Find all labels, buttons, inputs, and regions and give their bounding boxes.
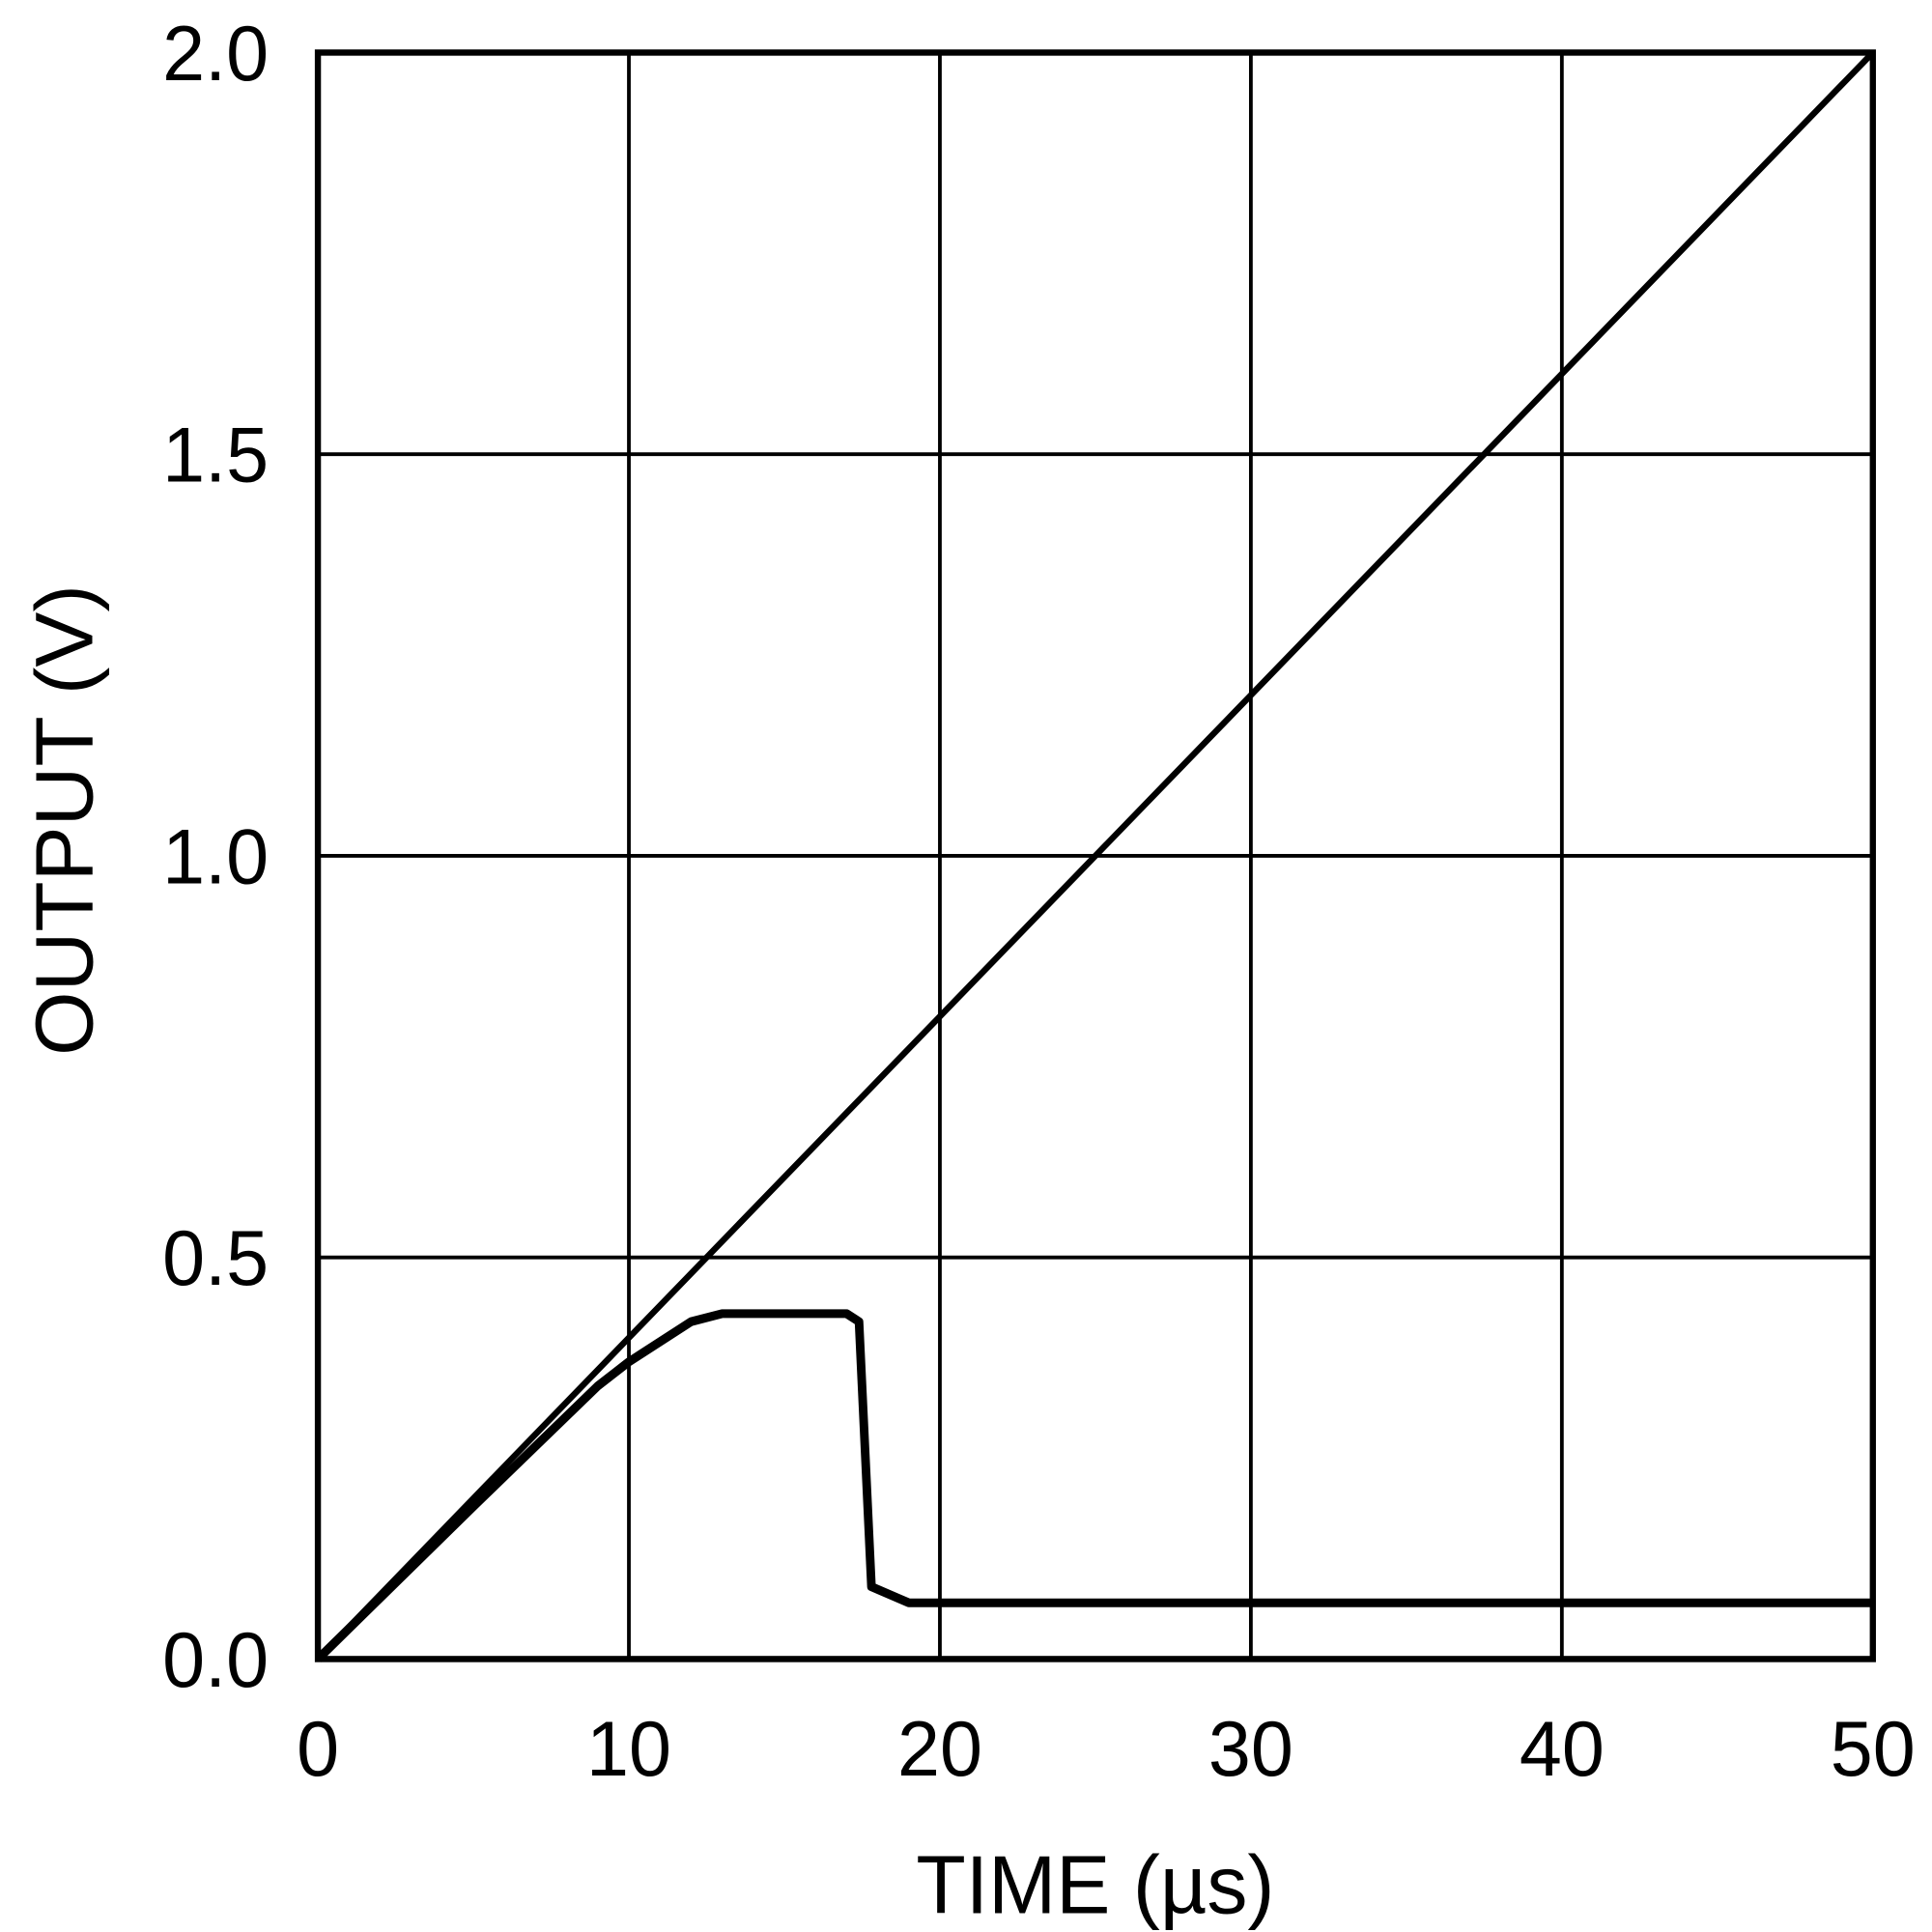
y-tick-label: 0.5 bbox=[162, 1215, 269, 1302]
x-tick-label: 0 bbox=[297, 1705, 339, 1792]
y-tick-labels: 0.0 0.5 1.0 1.5 2.0 bbox=[162, 10, 269, 1703]
series-line-1 bbox=[315, 50, 1876, 1662]
y-axis-label: OUTPUT (V) bbox=[18, 584, 109, 1056]
y-tick-label: 0.0 bbox=[162, 1616, 269, 1703]
x-tick-label: 20 bbox=[897, 1705, 982, 1792]
x-tick-label: 10 bbox=[586, 1705, 671, 1792]
x-tick-label: 50 bbox=[1831, 1705, 1916, 1792]
series-line-2 bbox=[314, 1309, 1873, 1662]
x-tick-labels: 0 10 20 30 40 50 bbox=[297, 1705, 1916, 1792]
series-group bbox=[314, 50, 1876, 1662]
x-tick-label: 40 bbox=[1520, 1705, 1605, 1792]
y-tick-label: 2.0 bbox=[162, 10, 269, 97]
x-tick-label: 30 bbox=[1208, 1705, 1293, 1792]
x-axis-label: TIME (µs) bbox=[916, 1838, 1274, 1931]
plot-frame bbox=[314, 49, 1876, 1662]
y-tick-label: 1.0 bbox=[162, 813, 269, 900]
y-tick-label: 1.5 bbox=[162, 412, 269, 498]
